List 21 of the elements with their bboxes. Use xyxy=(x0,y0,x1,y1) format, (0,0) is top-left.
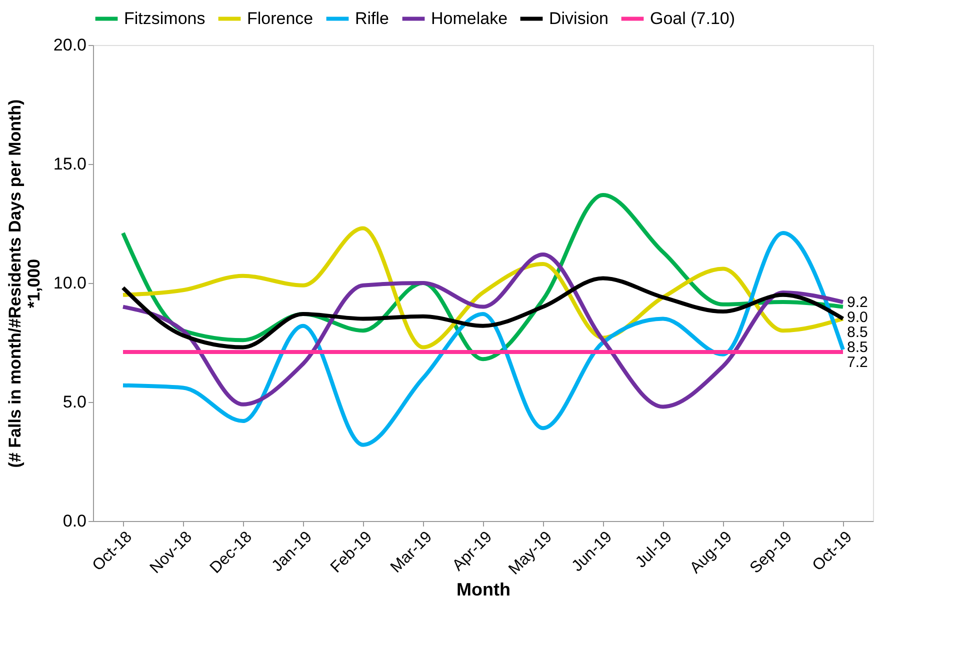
line-series xyxy=(121,231,845,447)
data-label: 9.0 xyxy=(847,309,868,326)
legend-label: Fitzsimons xyxy=(124,8,206,28)
legend-label: Rifle xyxy=(355,8,390,28)
y-tick-label: 0.0 xyxy=(62,512,86,530)
legend-label: Homelake xyxy=(431,8,508,28)
y-tick-label: 15.0 xyxy=(53,154,86,174)
x-axis-title: Month xyxy=(456,580,510,600)
data-label: 7.2 xyxy=(847,354,868,372)
legend-label: Goal (7.10) xyxy=(650,8,736,28)
y-tick-label: 20.0 xyxy=(53,36,86,54)
line-series xyxy=(121,252,845,409)
y-tick-label: 10.0 xyxy=(53,274,86,292)
line-series xyxy=(121,276,845,350)
data-label: 8.5 xyxy=(847,324,868,342)
legend-label: Florence xyxy=(247,8,314,28)
y-tick-label: 5.0 xyxy=(62,392,86,412)
y-axis-title: (# Falls in month/#Residents Days per Month) *1,000 xyxy=(5,99,44,468)
data-label: 9.2 xyxy=(847,294,868,312)
data-label: 8.5 xyxy=(847,339,868,356)
legend-label: Division xyxy=(549,8,609,28)
